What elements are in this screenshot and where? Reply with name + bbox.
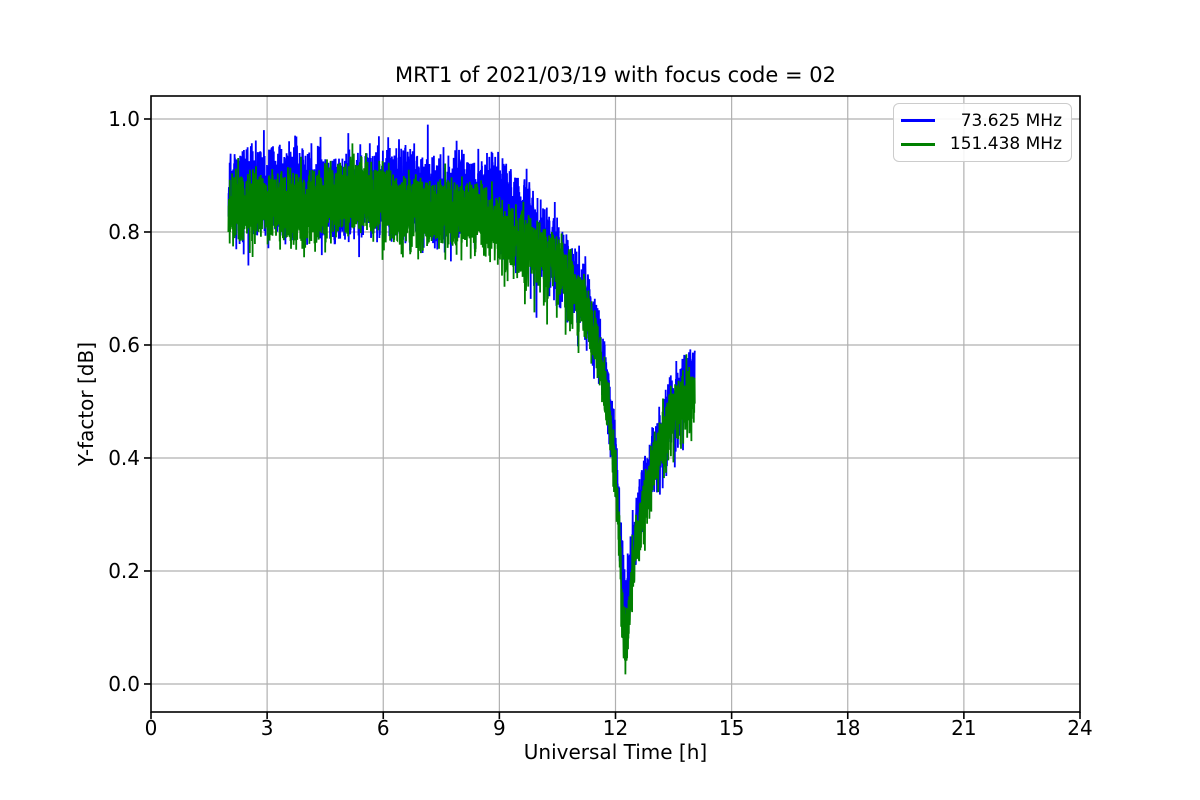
legend: 73.625 MHz 151.438 MHz <box>893 103 1072 162</box>
y-tick-label: 0.0 <box>108 671 140 696</box>
x-axis-label: Universal Time [h] <box>523 740 708 764</box>
legend-label-series-2: 151.438 MHz <box>949 134 1062 155</box>
y-tick-label: 0.6 <box>108 332 140 357</box>
y-tick-label: 1.0 <box>108 106 140 131</box>
legend-item: 73.625 MHz <box>901 111 1062 131</box>
x-tick-label: 12 <box>602 716 629 740</box>
legend-line-blue-icon <box>901 119 935 123</box>
x-tick-label: 6 <box>376 716 390 740</box>
y-tick-label: 0.8 <box>108 219 140 244</box>
legend-line-green-icon <box>901 142 935 146</box>
series-line-151-438-mhz <box>227 143 696 675</box>
x-tick-label: 3 <box>260 716 274 740</box>
y-tick-label: 0.4 <box>108 445 140 470</box>
x-tick-label: 18 <box>835 716 861 740</box>
x-tick-label: 9 <box>493 716 506 740</box>
x-tick-label: 24 <box>1067 716 1093 740</box>
chart-title: MRT1 of 2021/03/19 with focus code = 02 <box>395 63 836 87</box>
x-tick-label: 21 <box>951 716 977 740</box>
legend-label-series-1: 73.625 MHz <box>960 110 1062 131</box>
x-tick-label: 0 <box>144 716 158 740</box>
x-tick-label: 15 <box>718 716 745 740</box>
legend-item: 151.438 MHz <box>901 134 1062 154</box>
y-tick-label: 0.2 <box>108 558 140 583</box>
